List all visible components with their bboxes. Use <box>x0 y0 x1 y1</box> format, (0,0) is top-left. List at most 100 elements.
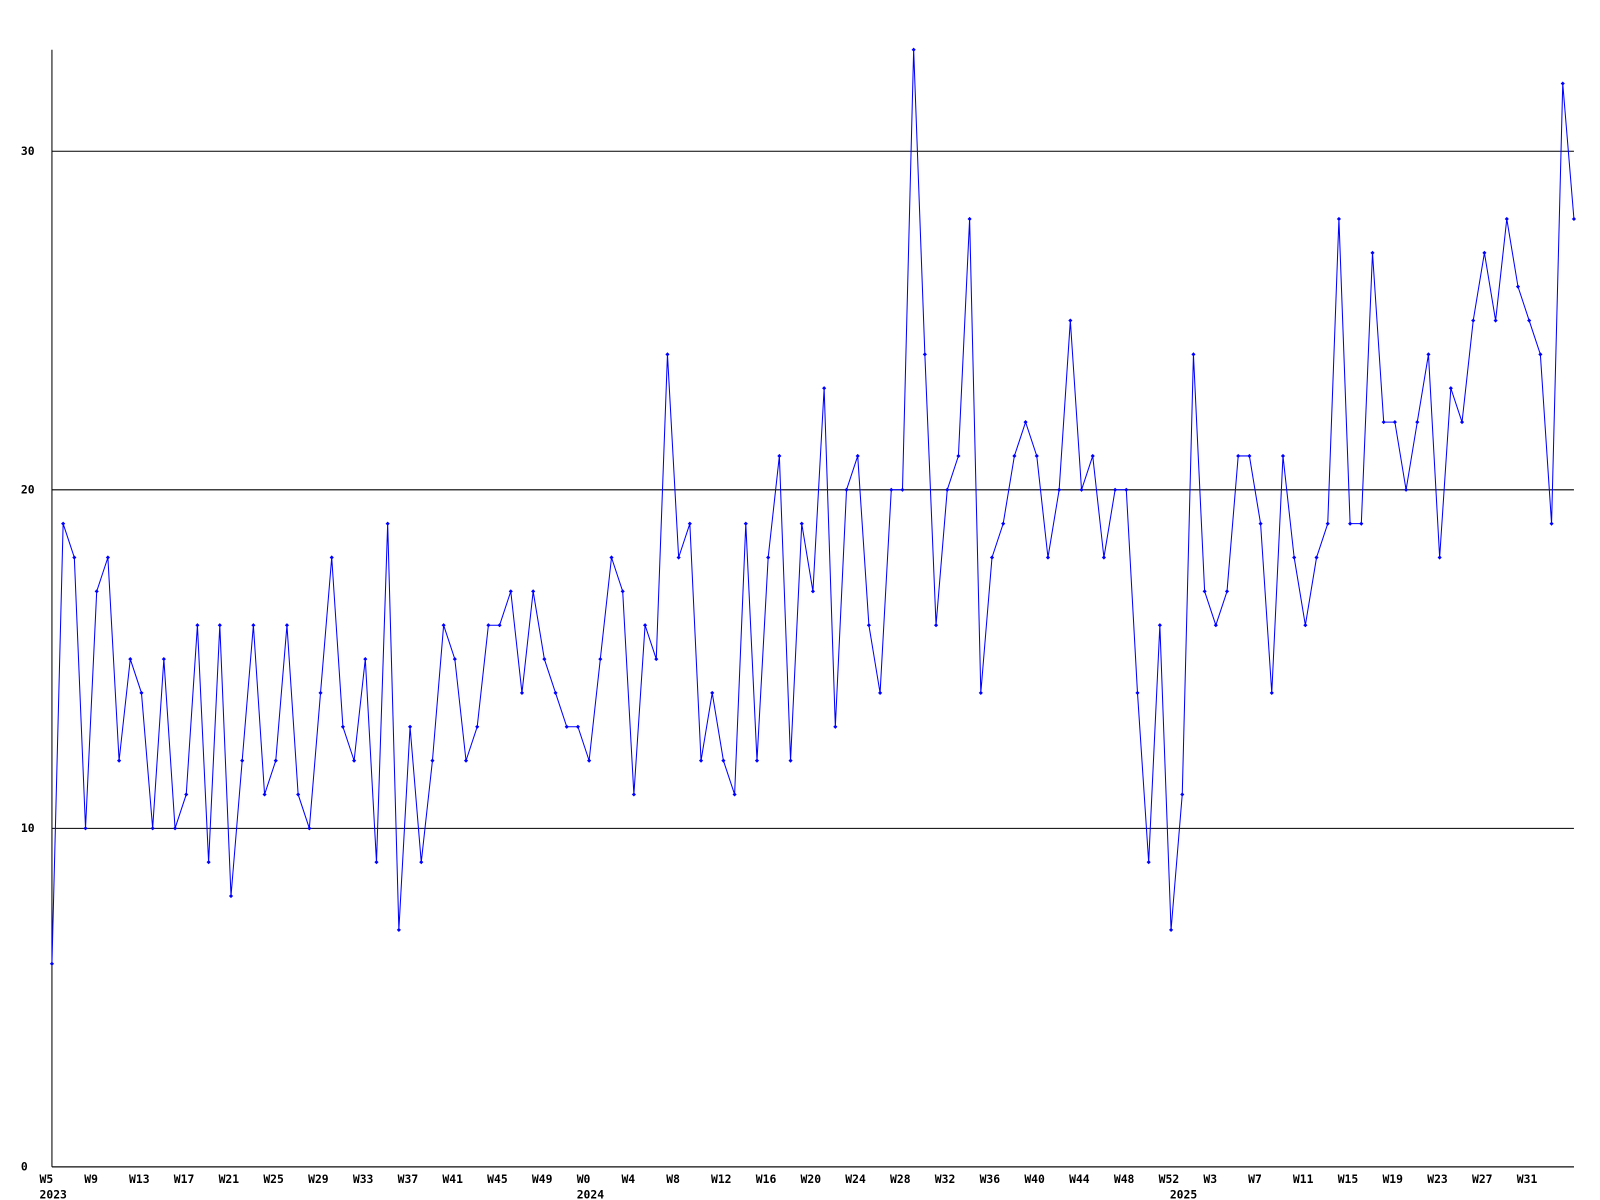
x-tick-label: W13 <box>129 1172 150 1186</box>
data-point <box>933 623 939 628</box>
data-point <box>1560 81 1565 86</box>
x-tick-label: W0 <box>577 1172 591 1186</box>
data-point <box>1325 521 1330 526</box>
data-point <box>139 690 144 695</box>
data-point <box>598 656 603 662</box>
data-point <box>777 453 782 459</box>
data-point <box>1224 589 1230 594</box>
data-point <box>687 521 692 526</box>
y-tick-label: 30 <box>21 144 35 158</box>
x-tick-label: W12 <box>711 1172 732 1186</box>
data-point <box>329 555 334 560</box>
data-point <box>1415 420 1420 425</box>
data-point <box>1258 521 1263 526</box>
data-point <box>1124 487 1129 492</box>
data-point <box>710 690 715 695</box>
data-point <box>1079 487 1084 492</box>
x-tick-label: W41 <box>442 1172 463 1186</box>
data-point <box>228 893 234 899</box>
data-point <box>184 792 189 797</box>
data-point <box>676 555 681 560</box>
data-point <box>1146 860 1151 865</box>
data-point <box>643 623 648 628</box>
x-tick-label: W4 <box>621 1172 635 1186</box>
x-tick-label: W16 <box>756 1172 777 1186</box>
data-point <box>1101 555 1106 560</box>
x-tick-label: W15 <box>1338 1172 1359 1186</box>
data-point <box>866 623 871 628</box>
data-point <box>1504 216 1509 222</box>
x-year-label: 2025 <box>1170 1187 1198 1200</box>
data-point <box>49 961 55 966</box>
data-point <box>922 352 927 357</box>
data-point <box>788 758 793 763</box>
data-point <box>564 724 569 729</box>
data-point <box>531 589 536 594</box>
data-point <box>452 656 457 662</box>
data-point <box>1280 453 1286 459</box>
x-tick-label: W21 <box>219 1172 240 1186</box>
data-point <box>307 826 312 831</box>
data-point <box>105 555 110 560</box>
data-point <box>989 555 995 560</box>
data-point <box>475 724 480 729</box>
data-point <box>508 589 513 594</box>
data-point <box>553 690 558 695</box>
data-point <box>833 724 838 729</box>
x-tick-label: W48 <box>1114 1172 1135 1186</box>
data-point <box>240 758 245 763</box>
data-point <box>1348 521 1353 526</box>
data-point <box>698 758 704 763</box>
data-point <box>1482 250 1487 255</box>
data-point <box>631 792 636 797</box>
data-point <box>83 826 88 831</box>
y-tick-label: 0 <box>21 1159 28 1173</box>
data-point <box>542 656 547 662</box>
data-point <box>1180 792 1185 797</box>
x-tick-label: W28 <box>890 1172 911 1186</box>
x-tick-label: W37 <box>398 1172 419 1186</box>
data-point <box>575 724 580 729</box>
data-point <box>284 623 290 628</box>
data-point <box>1292 555 1297 560</box>
data-point <box>519 690 525 695</box>
data-point <box>1303 623 1308 628</box>
data-point <box>296 792 301 797</box>
data-point <box>1191 352 1196 357</box>
x-tick-label: W17 <box>174 1172 195 1186</box>
data-point <box>1247 453 1252 459</box>
data-point <box>721 758 726 763</box>
data-point <box>754 758 760 763</box>
data-point <box>262 792 267 797</box>
data-point <box>609 555 614 560</box>
data-point <box>1157 623 1162 628</box>
data-point <box>1213 623 1218 628</box>
data-point <box>1471 318 1476 323</box>
data-point <box>1549 521 1554 526</box>
data-point <box>94 589 99 594</box>
data-point <box>978 690 983 695</box>
x-tick-label: W20 <box>801 1172 822 1186</box>
data-point <box>128 656 133 662</box>
data-point <box>766 555 771 560</box>
x-tick-label: W29 <box>308 1172 329 1186</box>
data-point <box>1538 352 1543 357</box>
x-year-label: 2024 <box>577 1187 605 1200</box>
y-tick-label: 10 <box>21 821 35 835</box>
data-point <box>318 690 323 695</box>
data-point <box>889 487 894 492</box>
data-point <box>822 386 827 391</box>
x-tick-label: W45 <box>487 1172 508 1186</box>
data-point <box>1448 386 1453 391</box>
data-point <box>1459 420 1465 425</box>
data-point <box>945 487 950 492</box>
data-point <box>1493 318 1498 323</box>
x-tick-label: W23 <box>1427 1172 1448 1186</box>
x-tick-label: W19 <box>1382 1172 1403 1186</box>
data-point <box>419 860 424 865</box>
x-tick-label: W25 <box>263 1172 284 1186</box>
data-point <box>878 690 883 695</box>
data-point <box>340 724 345 729</box>
data-point <box>1515 284 1521 289</box>
data-point <box>374 860 379 865</box>
